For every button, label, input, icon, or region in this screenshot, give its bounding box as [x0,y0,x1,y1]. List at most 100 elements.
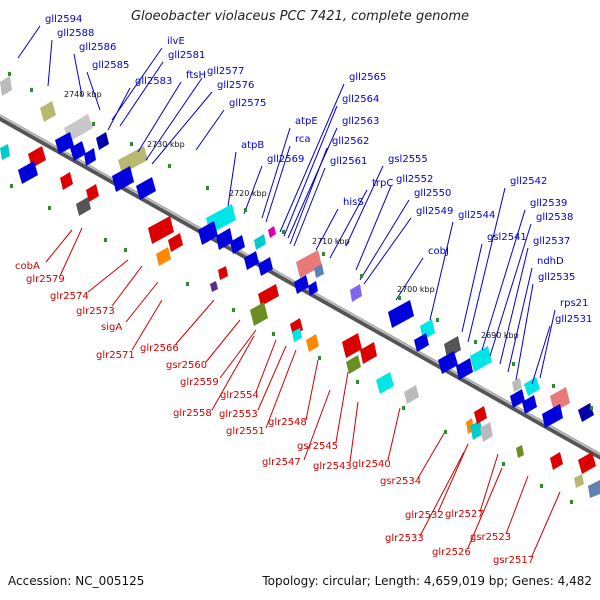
gene-label-reverse[interactable]: glr2547 [262,457,301,468]
gene-arrow[interactable] [342,333,362,358]
gene-block[interactable] [210,281,218,292]
gene-label-forward[interactable]: gll2531 [555,314,592,325]
gene-arrow[interactable] [550,452,563,470]
gene-label-forward[interactable]: gll2535 [538,272,575,283]
gene-block[interactable] [96,132,109,150]
gene-block[interactable] [76,197,91,216]
gene-label-forward[interactable]: gll2549 [416,206,453,217]
gene-block[interactable] [40,101,56,122]
gene-block[interactable] [346,355,361,374]
gene-label-reverse[interactable]: glr2571 [96,350,135,361]
gene-arrow[interactable] [168,233,183,252]
gene-label-reverse[interactable]: glr2558 [173,408,212,419]
gene-arrow[interactable] [258,257,273,276]
gene-label-forward[interactable]: ftsH [186,70,206,81]
gene-label-forward[interactable]: gll2585 [92,60,129,71]
gene-block[interactable] [470,346,492,372]
gene-block[interactable] [156,247,171,266]
gene-block[interactable] [296,250,322,278]
gene-label-forward[interactable]: rps21 [560,298,588,309]
gene-label-reverse[interactable]: cobA [15,261,40,272]
gene-label-forward[interactable]: gll2544 [458,210,495,221]
gene-label-reverse[interactable]: glr2543 [313,461,352,472]
gene-label-reverse[interactable]: gsr2523 [470,532,511,543]
gene-arrow[interactable] [258,284,279,306]
gene-label-forward[interactable]: atpE [295,116,318,127]
gene-arrow[interactable] [112,166,134,192]
gene-label-forward[interactable]: gll2588 [57,28,94,39]
gene-arrow[interactable] [216,228,233,250]
gene-label-reverse[interactable]: glr2527 [445,509,484,520]
gene-label-forward[interactable]: cobJ [428,246,449,257]
gene-label-reverse[interactable]: glr2554 [220,390,259,401]
gene-arrow[interactable] [198,221,218,245]
gene-label-reverse[interactable]: glr2566 [140,343,179,354]
gene-label-forward[interactable]: gll2537 [533,236,570,247]
gene-label-forward[interactable]: gll2542 [510,176,547,187]
gene-label-forward[interactable]: gsl2541 [487,232,527,243]
gene-arrow[interactable] [294,275,309,294]
gene-block[interactable] [314,264,324,278]
gene-block[interactable] [578,403,594,422]
gene-block[interactable] [574,474,584,488]
gene-block[interactable] [524,377,540,396]
gene-label-forward[interactable]: gll2575 [229,98,266,109]
gene-label-forward[interactable]: atpB [241,140,264,151]
gene-label-forward[interactable]: gll2581 [168,50,205,61]
gene-arrow[interactable] [136,177,156,200]
gene-label-forward[interactable]: ndhD [537,256,564,267]
gene-label-reverse[interactable]: glr2532 [405,510,444,521]
gene-block[interactable] [376,372,394,394]
gene-block[interactable] [0,76,12,96]
gene-arrow[interactable] [244,251,259,270]
gene-label-reverse[interactable]: glr2533 [385,533,424,544]
gene-arrow[interactable] [218,266,228,280]
gene-label-forward[interactable]: gll2565 [349,72,386,83]
gene-label-reverse[interactable]: gsr2517 [493,555,534,566]
gene-block[interactable] [512,378,522,392]
gene-label-forward[interactable]: gll2564 [342,94,379,105]
gene-arrow[interactable] [60,172,73,190]
gene-label-reverse[interactable]: gsr2534 [380,476,421,487]
gene-label-forward[interactable]: gll2594 [45,14,82,25]
gene-label-forward[interactable]: gll2577 [207,66,244,77]
gene-label-forward[interactable]: gll2569 [267,154,304,165]
gene-label-forward[interactable]: gll2550 [414,188,451,199]
gene-label-reverse[interactable]: glr2526 [432,547,471,558]
gene-label-reverse[interactable]: gsr2560 [166,360,207,371]
gene-arrow[interactable] [542,404,563,428]
gene-arrow[interactable] [522,395,537,414]
gene-label-reverse[interactable]: gsr2545 [297,441,338,452]
gene-block[interactable] [64,114,93,142]
gene-block[interactable] [404,385,419,404]
gene-label-reverse[interactable]: glr2540 [352,459,391,470]
gene-arrow[interactable] [55,132,74,154]
gene-arrow[interactable] [230,235,245,254]
gene-label-forward[interactable]: gll2583 [135,76,172,87]
gene-label-forward[interactable]: gll2563 [342,116,379,127]
gene-block[interactable] [254,234,266,250]
gene-block[interactable] [350,284,362,302]
gene-block[interactable] [588,480,600,498]
gene-label-forward[interactable]: gsl2555 [388,154,428,165]
gene-label-forward[interactable]: gll2576 [217,80,254,91]
gene-label-forward[interactable]: gll2562 [332,136,369,147]
gene-label-forward[interactable]: gll2586 [79,42,116,53]
gene-arrow[interactable] [474,406,487,424]
gene-block[interactable] [250,302,268,326]
gene-arrow[interactable] [388,300,414,328]
gene-label-reverse[interactable]: glr2548 [268,417,307,428]
gene-label-reverse[interactable]: glr2551 [226,426,265,437]
gene-arrow[interactable] [308,281,318,296]
gene-block[interactable] [516,445,524,458]
gene-label-reverse[interactable]: glr2579 [26,274,65,285]
gene-arrow[interactable] [578,452,596,474]
gene-block[interactable] [306,334,319,352]
gene-label-forward[interactable]: ilvE [167,36,185,47]
gene-label-forward[interactable]: gll2538 [536,212,573,223]
gene-arrow[interactable] [456,358,473,380]
gene-block[interactable] [292,328,302,342]
gene-label-forward[interactable]: rca [295,134,311,145]
gene-arrow[interactable] [18,161,38,184]
gene-block[interactable] [268,226,276,238]
